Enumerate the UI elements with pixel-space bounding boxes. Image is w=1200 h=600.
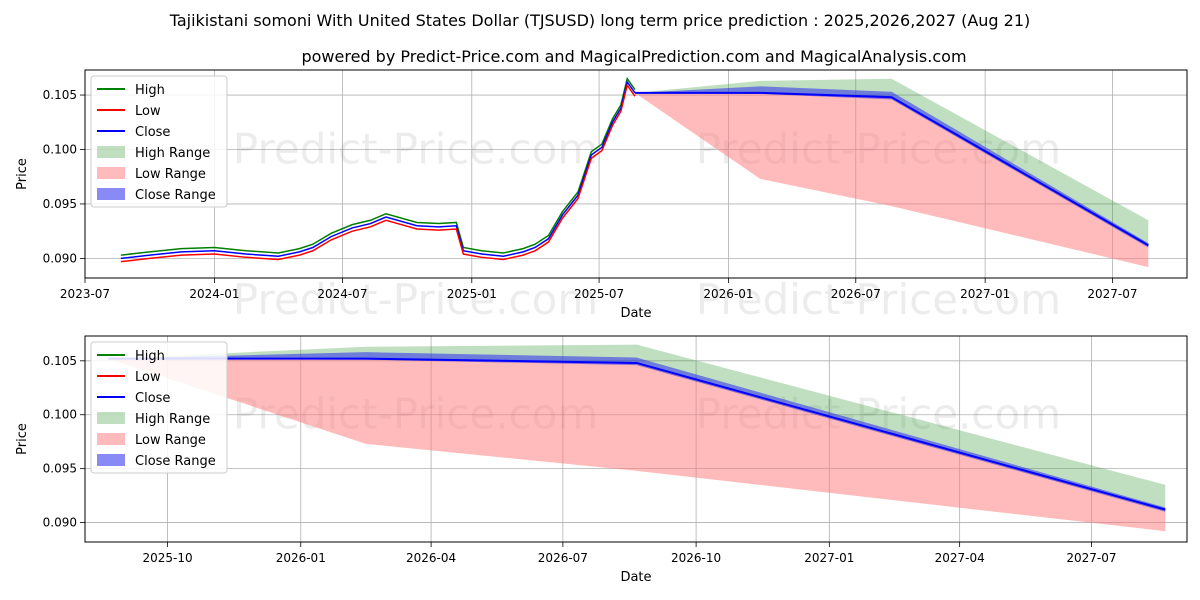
- high-series-line: [120, 76, 636, 256]
- watermark-text: Predict-Price.com: [696, 275, 1061, 324]
- low-range-band: [634, 92, 1149, 268]
- legend-swatch-patch: [97, 454, 125, 466]
- watermark-text: Predict-Price.com: [233, 275, 598, 324]
- close-series-line: [120, 80, 636, 260]
- legend-label: Close: [135, 391, 170, 406]
- y-tick-label: 0.100: [43, 142, 77, 156]
- legend: High Low Close High Range Low Range Close Ran…: [90, 75, 228, 208]
- close-forecast-line: [108, 357, 1166, 511]
- close-forecast-line: [634, 91, 1149, 247]
- x-tick-label: 2026-10: [671, 551, 721, 565]
- legend-label: High Range: [135, 412, 210, 427]
- bottom-price-panel: 2025-10 2026-01 2026-04 2026-07 2026-10 2027-…: [15, 335, 1188, 585]
- y-axis-label: Price: [15, 423, 30, 455]
- legend-swatch-patch: [97, 188, 125, 200]
- low-series-line: [120, 83, 636, 263]
- legend-label: Low Range: [135, 433, 206, 448]
- legend-label: Close Range: [135, 188, 216, 203]
- legend-label: Close Range: [135, 454, 216, 469]
- top-price-panel: 2023-07 2024-01 2024-07 2025-01 2025-07 2026-…: [15, 69, 1188, 324]
- y-tick-label: 0.090: [43, 516, 77, 530]
- legend: High Low Close High Range Low Range Close Ran…: [90, 341, 228, 474]
- x-tick-label: 2027-01: [960, 287, 1010, 301]
- y-tick-label: 0.100: [43, 408, 77, 422]
- x-tick-label: 2027-04: [935, 551, 985, 565]
- low-range-band: [108, 358, 1166, 532]
- plot-frame: [84, 335, 1188, 543]
- legend-label: Low: [135, 370, 161, 385]
- x-tick-label: 2026-04: [406, 551, 456, 565]
- y-tick-label: 0.095: [43, 462, 77, 476]
- y-tick-label: 0.105: [43, 354, 77, 368]
- legend-label: High: [135, 349, 165, 364]
- plot-frame: [84, 69, 1188, 279]
- x-tick-label: 2025-07: [574, 287, 624, 301]
- watermark-text: Predict-Price.com: [233, 125, 598, 174]
- x-tick-label: 2027-07: [1087, 287, 1137, 301]
- x-tick-label: 2025-10: [142, 551, 192, 565]
- x-tick-label: 2025-01: [447, 287, 497, 301]
- y-tick-label: 0.090: [43, 251, 77, 265]
- chart-title: Tajikistani somoni With United States Do…: [169, 11, 1031, 30]
- x-axis-label: Date: [620, 306, 651, 321]
- legend-label: High Range: [135, 146, 210, 161]
- legend-label: Close: [135, 125, 170, 140]
- x-tick-label: 2026-01: [703, 287, 753, 301]
- x-tick-label: 2024-07: [317, 287, 367, 301]
- legend-swatch-patch: [97, 412, 125, 424]
- legend-label: Low: [135, 104, 161, 119]
- x-tick-label: 2026-07: [831, 287, 881, 301]
- legend-swatch-patch: [97, 167, 125, 179]
- legend-label: High: [135, 83, 165, 98]
- x-tick-label: 2024-01: [189, 287, 239, 301]
- y-tick-label: 0.095: [43, 197, 77, 211]
- x-axis-label: Date: [620, 570, 651, 585]
- legend-swatch-patch: [97, 146, 125, 158]
- y-axis-label: Price: [15, 158, 30, 190]
- chart-subtitle: powered by Predict-Price.com and Magical…: [301, 47, 966, 66]
- x-tick-label: 2027-07: [1066, 551, 1116, 565]
- x-tick-label: 2027-01: [804, 551, 854, 565]
- x-tick-label: 2026-07: [538, 551, 588, 565]
- legend-label: Low Range: [135, 167, 206, 182]
- x-tick-label: 2026-01: [276, 551, 326, 565]
- y-tick-label: 0.105: [43, 88, 77, 102]
- x-tick-label: 2023-07: [60, 287, 110, 301]
- legend-swatch-patch: [97, 433, 125, 445]
